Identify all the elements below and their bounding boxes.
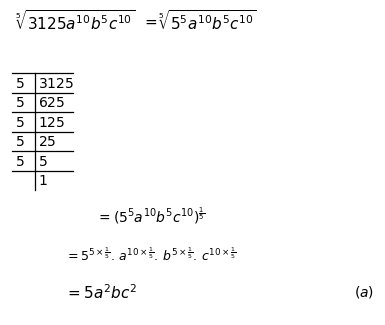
Text: $125$: $125$ — [38, 116, 66, 130]
Text: $1$: $1$ — [38, 174, 48, 188]
Text: $5$: $5$ — [15, 135, 25, 150]
Text: $\sqrt[5]{5^5a^{10}b^5c^{10}}$: $\sqrt[5]{5^5a^{10}b^5c^{10}}$ — [158, 9, 256, 33]
Text: $\sqrt[5]{3125a^{10}b^5c^{10}}$: $\sqrt[5]{3125a^{10}b^5c^{10}}$ — [15, 9, 136, 33]
Text: $5$: $5$ — [15, 116, 25, 130]
Text: $(a)$: $(a)$ — [354, 284, 374, 301]
Text: $625$: $625$ — [38, 96, 66, 110]
Text: $= 5a^2bc^2$: $= 5a^2bc^2$ — [65, 283, 138, 302]
Text: $3125$: $3125$ — [38, 77, 75, 91]
Text: $5$: $5$ — [15, 155, 25, 169]
Text: $5$: $5$ — [15, 77, 25, 91]
Text: $=\left(5^5a^{10}b^5c^{10}\right)^{\frac{1}{5}}$: $=\left(5^5a^{10}b^5c^{10}\right)^{\frac… — [96, 206, 206, 226]
Text: $5$: $5$ — [38, 155, 48, 169]
Text: $5$: $5$ — [15, 96, 25, 110]
Text: $= 5^{5\times\frac{1}{5}}.\,a^{10\times\frac{1}{5}}.\,b^{5\times\frac{1}{5}}.\,c: $= 5^{5\times\frac{1}{5}}.\,a^{10\times\… — [65, 247, 237, 264]
Text: $25$: $25$ — [38, 135, 57, 150]
Text: $=$: $=$ — [142, 14, 159, 29]
